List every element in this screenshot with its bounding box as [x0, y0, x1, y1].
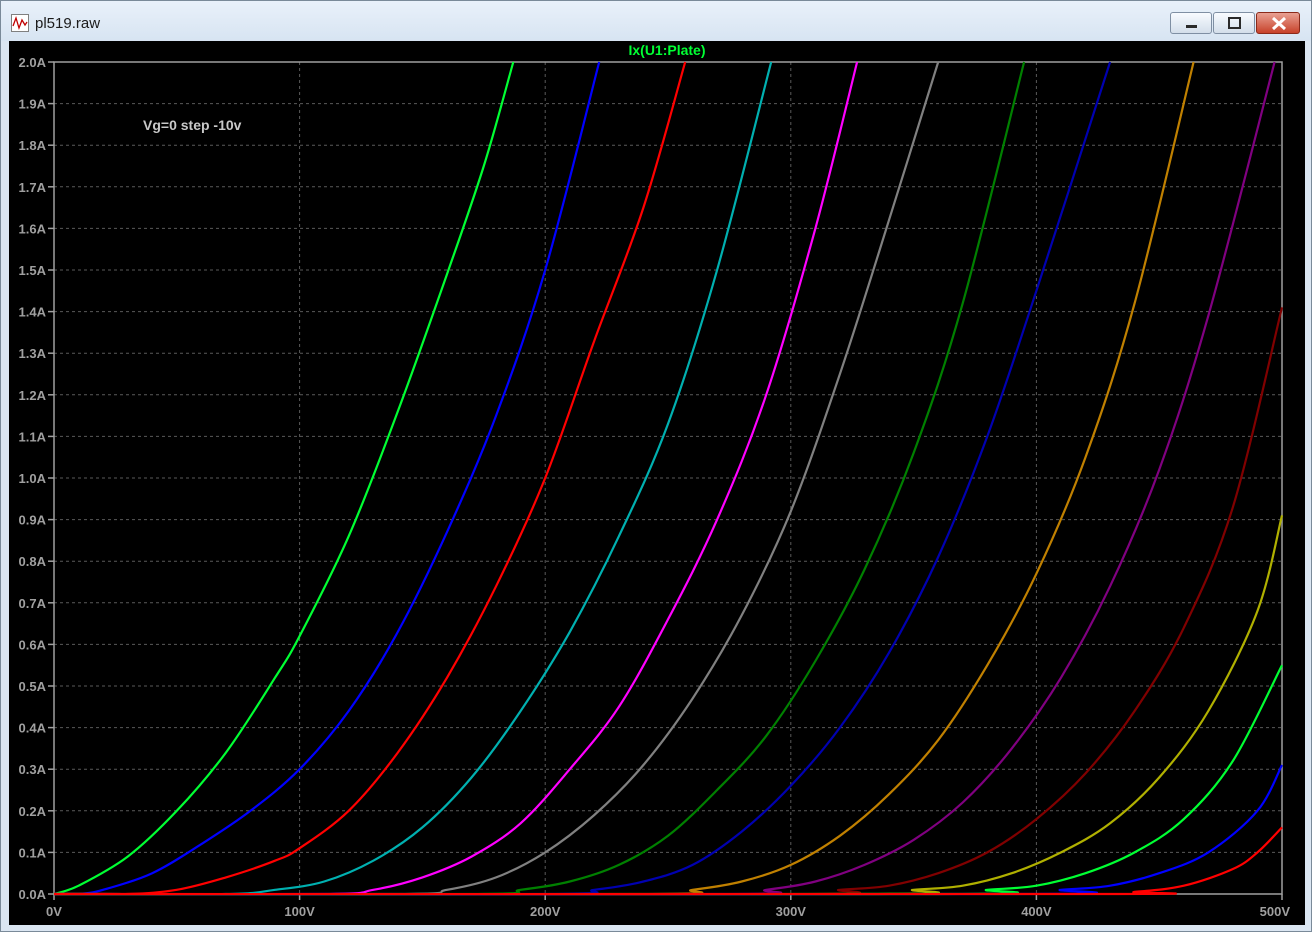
x-tick-label: 400V [1021, 904, 1052, 919]
window-title: pl519.raw [35, 15, 101, 32]
plot-pane[interactable]: 0.0A 0.1A 0.2A 0.3A 0.4A 0.5A 0.6A 0.7A 0.8A 0.9A… [9, 41, 1305, 925]
x-tick-label: 300V [776, 904, 807, 919]
y-tick-label: 1.3A [19, 346, 47, 361]
chart-title[interactable]: Ix(U1:Plate) [628, 42, 705, 58]
y-tick-label: 1.8A [19, 138, 47, 153]
maximize-icon [1228, 17, 1241, 29]
x-tick-label: 100V [284, 904, 315, 919]
plate-curve-13 [53, 664, 1283, 896]
x-axis: 0V 100V 200V 300V 400V 500V [46, 894, 1290, 919]
minimize-icon [1186, 25, 1197, 28]
y-tick-label: 0.0A [19, 887, 47, 902]
y-tick-label: 1.0A [19, 471, 47, 486]
plate-curve-2 [53, 61, 601, 896]
y-tick-label: 1.1A [19, 429, 47, 444]
close-button[interactable] [1256, 12, 1300, 34]
y-tick-label: 0.3A [19, 762, 47, 777]
y-tick-label: 0.4A [19, 721, 47, 736]
y-tick-label: 0.1A [19, 845, 47, 860]
y-tick-label: 0.5A [19, 679, 47, 694]
x-tick-label: 0V [46, 904, 62, 919]
y-tick-label: 1.2A [19, 388, 47, 403]
plate-curve-11 [53, 307, 1284, 896]
y-tick-label: 1.7A [19, 180, 47, 195]
plate-curve-12 [53, 515, 1284, 896]
y-tick-label: 1.5A [19, 263, 47, 278]
y-axis: 0.0A 0.1A 0.2A 0.3A 0.4A 0.5A 0.6A 0.7A 0.8A 0.9A… [19, 55, 54, 902]
maximize-button[interactable] [1213, 12, 1255, 34]
plate-current-chart[interactable]: 0.0A 0.1A 0.2A 0.3A 0.4A 0.5A 0.6A 0.7A 0.8A 0.9A… [9, 41, 1305, 925]
y-tick-label: 0.9A [19, 513, 47, 528]
y-tick-label: 2.0A [19, 55, 47, 70]
y-tick-label: 1.4A [19, 305, 47, 320]
waveform-app-icon [11, 14, 29, 32]
minimize-button[interactable] [1170, 12, 1212, 34]
plate-curve-1 [53, 61, 515, 896]
x-tick-label: 500V [1260, 904, 1291, 919]
y-tick-label: 0.2A [19, 804, 47, 819]
y-tick-label: 1.9A [19, 97, 47, 112]
curve-group [53, 61, 1284, 896]
plate-curve-4 [53, 61, 773, 896]
y-tick-label: 0.7A [19, 596, 47, 611]
plate-curve-10 [53, 61, 1276, 896]
plate-curve-15 [53, 826, 1283, 896]
title-bar[interactable]: pl519.raw [1, 1, 1311, 41]
plate-curve-3 [53, 61, 687, 896]
grid-lines [54, 62, 1282, 894]
y-tick-label: 0.6A [19, 637, 47, 652]
y-tick-label: 0.8A [19, 554, 47, 569]
plate-curve-5 [53, 61, 859, 896]
y-tick-label: 1.6A [19, 221, 47, 236]
step-annotation: Vg=0 step -10v [143, 117, 242, 133]
x-tick-label: 200V [530, 904, 561, 919]
close-icon [1271, 16, 1287, 31]
